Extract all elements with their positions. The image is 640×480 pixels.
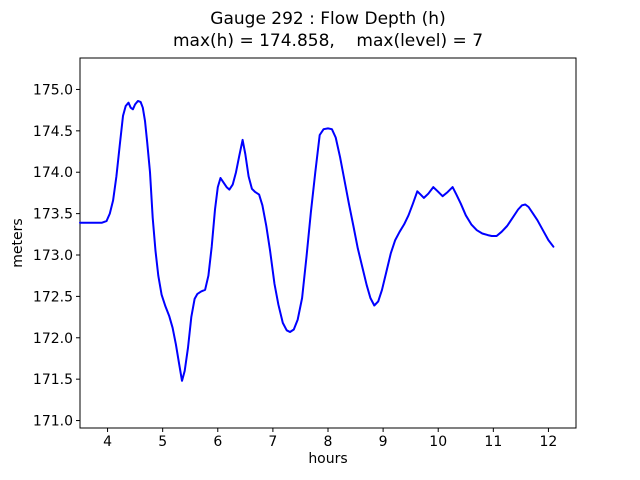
x-tick-label: 5: [158, 434, 167, 450]
y-tick-label: 175.0: [33, 82, 73, 98]
y-tick-label: 172.0: [33, 331, 73, 347]
series-h-line: [79, 100, 555, 382]
y-tick-label: 174.0: [33, 165, 73, 181]
y-axis-label: meters: [10, 218, 26, 268]
x-axis-label: hours: [308, 451, 348, 467]
x-tick-label: 9: [379, 434, 388, 450]
x-tick-label: 8: [324, 434, 333, 450]
x-tick-label: 12: [540, 434, 558, 450]
y-tick-label: 171.5: [33, 372, 73, 388]
x-tick-label: 7: [268, 434, 277, 450]
y-tick-label: 171.0: [33, 414, 73, 430]
y-tick-label: 173.5: [33, 207, 73, 223]
y-tick-label: 174.5: [33, 124, 73, 140]
x-tick-label: 6: [213, 434, 222, 450]
x-tick-label: 4: [103, 434, 112, 450]
chart-title: Gauge 292 : Flow Depth (h): [210, 9, 446, 29]
y-tick-label: 173.0: [33, 248, 73, 264]
chart-subtitle: max(h) = 174.858, max(level) = 7: [172, 31, 484, 51]
y-tick-label: 172.5: [33, 289, 73, 305]
x-tick-label: 10: [429, 434, 447, 450]
x-tick-label: 11: [484, 434, 502, 450]
